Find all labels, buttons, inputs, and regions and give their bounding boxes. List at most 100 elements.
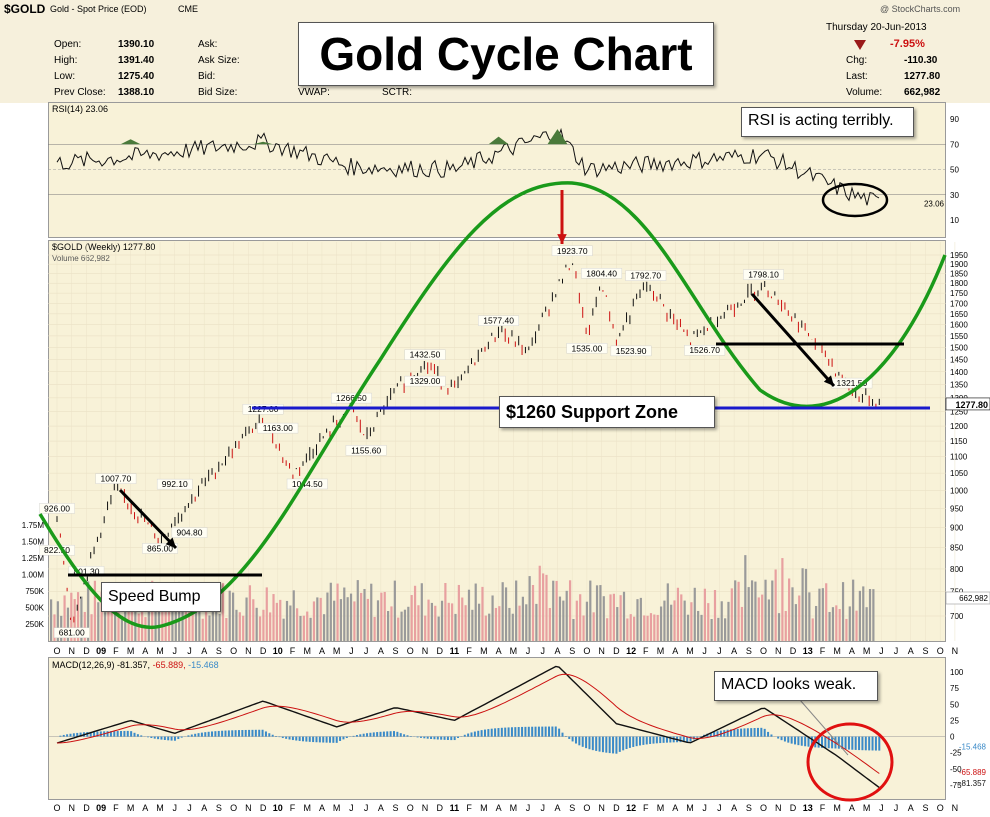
volume-bar: [804, 568, 808, 641]
time-tick-label: M: [480, 803, 488, 813]
macd-tick-label: 50: [950, 700, 959, 709]
macd-histogram-bar: [605, 736, 608, 753]
macd-histogram-bar: [167, 736, 170, 741]
macd-histogram-bar: [514, 727, 517, 737]
macd-histogram-bar: [342, 736, 345, 740]
volume-bar: [720, 601, 723, 641]
price-callout-bg: [257, 422, 299, 434]
macd-histogram-bar: [312, 736, 315, 743]
time-tick-label: M: [657, 803, 665, 813]
macd-histogram-bar: [237, 730, 240, 737]
macd-tick-label: -50: [950, 765, 962, 774]
volume-bar: [370, 583, 373, 641]
macd-label-signal: -65.889,: [152, 660, 186, 670]
time-tick-label: F: [113, 646, 119, 656]
macd-histogram-bar: [106, 731, 109, 737]
macd-histogram-bar: [89, 731, 92, 737]
volume-bar: [326, 592, 329, 641]
price-callout-bg: [551, 245, 593, 256]
macd-histogram-bar: [615, 736, 618, 754]
time-tick-label: A: [142, 803, 148, 813]
time-tick-label: A: [319, 803, 325, 813]
price-callout: 1329.00: [410, 376, 441, 386]
time-tick-label: M: [303, 803, 311, 813]
macd-histogram-bar: [69, 733, 72, 737]
macd-histogram-bar: [487, 729, 490, 737]
volume-bar: [777, 613, 781, 641]
macd-histogram-bar: [221, 730, 224, 737]
macd-histogram-bar: [76, 732, 79, 737]
volume-bar: [747, 587, 750, 641]
macd-histogram-bar: [763, 728, 766, 737]
macd-histogram-bar: [339, 736, 342, 741]
stat-label-ask: Ask:: [198, 39, 218, 50]
macd-histogram-bar: [372, 732, 375, 737]
macd-histogram-bar: [804, 736, 807, 747]
time-tick-label: J: [187, 803, 192, 813]
time-tick-label: 13: [803, 646, 813, 656]
stat-value-volume: 662,982: [904, 87, 941, 98]
volume-bar: [403, 609, 407, 641]
last-volume-tag-bg: [945, 591, 990, 605]
time-tick-label: J: [541, 646, 546, 656]
price-tick-label: 1350: [950, 381, 968, 390]
volume-bar: [346, 597, 349, 641]
volume-bar: [363, 588, 366, 641]
time-tick-label: S: [569, 646, 575, 656]
volume-bar: [555, 580, 558, 641]
time-tick-label: A: [378, 646, 384, 656]
macd-histogram-bar: [659, 736, 662, 744]
time-tick-label: N: [952, 646, 959, 656]
macd-histogram-bar: [477, 730, 480, 737]
macd-histogram-bar: [858, 736, 861, 751]
volume-bar: [285, 600, 289, 641]
price-callout-bg: [566, 343, 608, 354]
price-tick-label: 800: [950, 565, 964, 574]
rsi-tick-label: 10: [950, 216, 959, 225]
volume-bar: [538, 565, 541, 641]
cycle-curve: [38, 181, 947, 629]
macd-histogram-bar: [453, 736, 456, 741]
volume-bar: [477, 603, 481, 641]
chart-title: Gold Cycle Chart: [319, 28, 693, 80]
macd-histogram-bar: [534, 726, 537, 737]
stat-value-prev-close: 1388.10: [118, 87, 155, 98]
price-callout: 822.50: [44, 545, 70, 555]
macd-histogram-bar: [173, 736, 176, 741]
time-tick-label: 09: [96, 803, 106, 813]
price-tick-label: 1400: [950, 368, 968, 377]
macd-histogram-bar: [571, 736, 574, 742]
macd-histogram-bar: [416, 736, 419, 738]
price-callout-bg: [345, 445, 387, 456]
macd-histogram-bar: [157, 736, 160, 740]
volume-bar: [585, 601, 589, 641]
macd-histogram-bar: [322, 736, 325, 743]
volume-bar: [393, 580, 396, 641]
macd-histogram-bar: [160, 736, 163, 740]
volume-bar: [582, 615, 585, 641]
macd-histogram-bar: [62, 734, 65, 737]
volume-bar: [80, 596, 83, 641]
volume-bar: [373, 616, 376, 641]
price-callout-bg: [39, 544, 75, 556]
volume-bar: [349, 593, 353, 641]
stat-value-open: 1390.10: [118, 39, 155, 50]
volume-bar: [161, 600, 164, 641]
price-callout: 1804.40: [586, 268, 617, 278]
time-tick-label: 11: [450, 646, 460, 656]
macd-histogram-bar: [820, 736, 823, 748]
macd-histogram-bar: [628, 736, 631, 748]
macd-histogram-bar: [170, 736, 173, 741]
macd-histogram-bar: [93, 731, 96, 737]
macd-tick-label: 0: [950, 733, 955, 742]
volume-bar: [528, 576, 531, 641]
volume-bar: [798, 595, 801, 641]
time-tick-label: A: [731, 803, 737, 813]
macd-histogram-bar: [500, 727, 503, 737]
volume-bar: [144, 617, 147, 641]
time-tick-label: S: [922, 646, 928, 656]
volume-bar: [666, 583, 669, 641]
macd-histogram-bar: [379, 731, 382, 737]
macd-histogram-bar: [531, 726, 534, 737]
volume-bar: [181, 589, 184, 641]
